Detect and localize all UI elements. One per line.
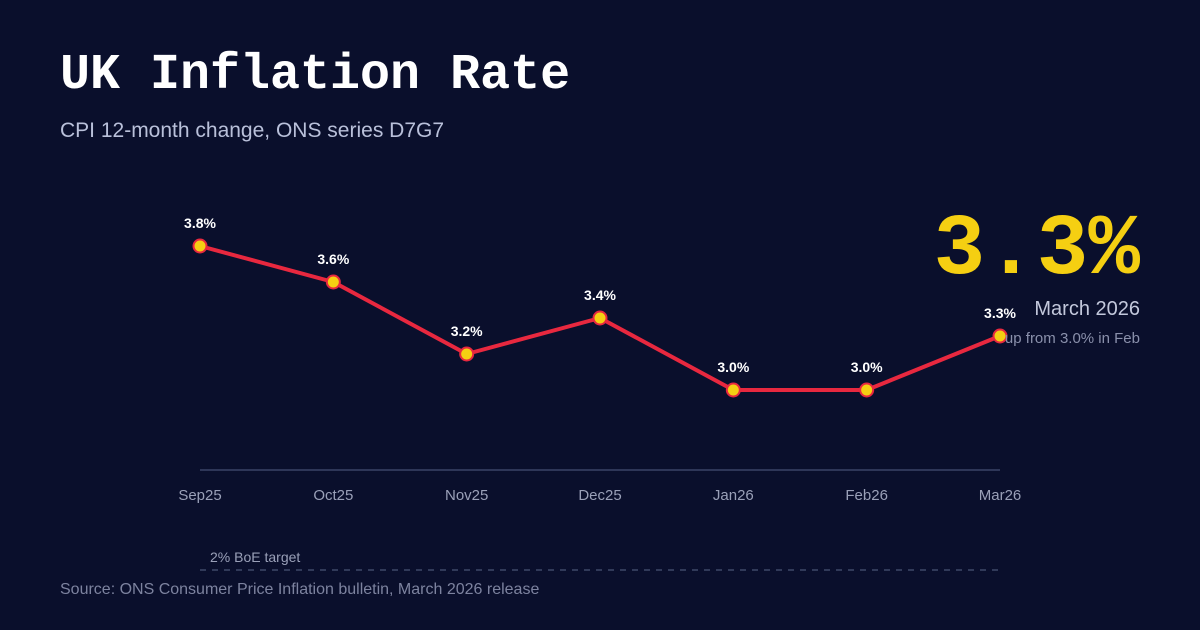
data-label: 3.6% xyxy=(317,251,349,267)
headline-note: up from 3.0% in Feb xyxy=(1004,330,1140,347)
data-label: 3.2% xyxy=(451,323,483,339)
data-point xyxy=(592,310,608,326)
data-label: 3.0% xyxy=(717,359,749,375)
x-tick-label: Sep25 xyxy=(178,487,221,504)
page-title: UK Inflation Rate xyxy=(60,47,571,104)
headline-period: March 2026 xyxy=(1034,298,1140,320)
x-tick-label: Nov25 xyxy=(445,487,488,504)
data-point xyxy=(725,382,741,398)
x-tick-label: Feb26 xyxy=(845,487,888,504)
data-point xyxy=(192,238,208,254)
boe-target-label: 2% BoE target xyxy=(210,549,300,565)
data-point xyxy=(459,346,475,362)
x-tick-label: Jan26 xyxy=(713,487,754,504)
data-label: 3.0% xyxy=(851,359,883,375)
data-label: 3.3% xyxy=(984,305,1016,321)
source-note: Source: ONS Consumer Price Inflation bul… xyxy=(60,581,540,598)
x-tick-label: Oct25 xyxy=(313,487,353,504)
data-label: 3.8% xyxy=(184,215,216,231)
headline-value: 3.3% xyxy=(933,201,1140,299)
x-tick-label: Mar26 xyxy=(979,487,1022,504)
x-tick-label: Dec25 xyxy=(578,487,621,504)
data-point xyxy=(859,382,875,398)
page-subtitle: CPI 12-month change, ONS series D7G7 xyxy=(60,119,445,142)
data-point xyxy=(325,274,341,290)
data-label: 3.4% xyxy=(584,287,616,303)
data-point xyxy=(992,328,1008,344)
